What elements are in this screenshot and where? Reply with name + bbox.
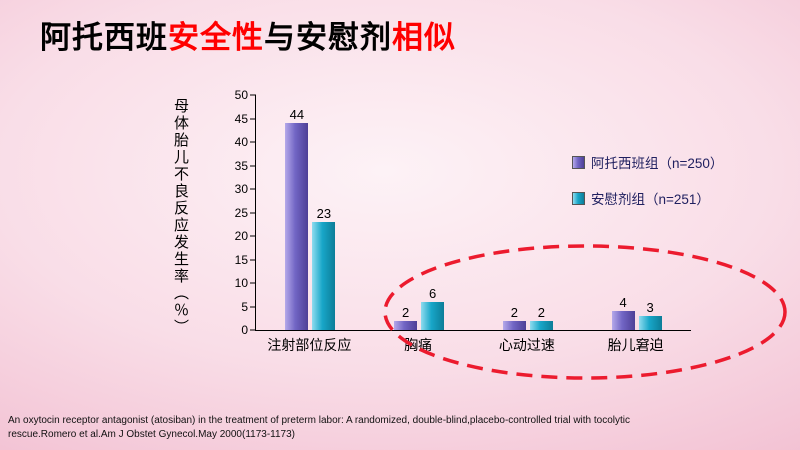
legend-swatch — [572, 191, 585, 205]
y-axis-tick-mark — [250, 329, 256, 331]
bar — [611, 311, 635, 330]
y-axis-tick-label: 25 — [234, 205, 248, 220]
y-axis-tick-label: 0 — [241, 323, 248, 337]
bar-groups: 44 23 2 6 2 2 4 3 — [256, 95, 691, 330]
bar-value-label: 3 — [646, 299, 654, 315]
y-axis-tick-mark — [250, 94, 256, 96]
bar-wrapper: 23 — [312, 95, 336, 330]
x-axis-category-label: 注射部位反应 — [267, 337, 352, 353]
y-axis-tick-label: 50 — [234, 88, 248, 102]
y-axis-tick-label: 10 — [234, 276, 248, 290]
bar-value-label: 44 — [289, 107, 305, 123]
bar-value-label: 4 — [619, 295, 627, 311]
bar-wrapper: 6 — [421, 95, 445, 330]
bar-wrapper: 44 — [285, 95, 309, 330]
y-axis-tick-label: 45 — [234, 111, 248, 126]
y-axis-tick-mark — [250, 282, 256, 284]
bar — [638, 315, 662, 330]
citation-line: An oxytocin receptor antagonist (atosiba… — [8, 415, 631, 426]
y-axis-tick-mark — [250, 235, 256, 237]
x-axis-category-labels: 注射部位反应 胸痛 心动过速 胎儿窘迫 — [255, 335, 690, 355]
y-axis-title: 母体胎儿不良反应发生率（％） — [172, 98, 189, 336]
bar-value-label: 6 — [429, 285, 437, 301]
y-axis-tick-mark — [250, 259, 256, 260]
title-segment: 阿托西班 — [40, 20, 168, 55]
y-axis-tick-labels: 0 5 10 15 20 25 30 35 40 45 50 — [204, 89, 248, 336]
bar-value-label: 2 — [402, 304, 410, 320]
bar-wrapper: 2 — [502, 95, 526, 330]
citation: An oxytocin receptor antagonist (atosiba… — [8, 414, 794, 441]
bar — [421, 301, 445, 330]
bar-value-label: 2 — [510, 304, 518, 320]
legend-swatch — [572, 155, 585, 169]
x-axis-category-label: 胎儿窘迫 — [607, 337, 664, 353]
chart-legend: 阿托西班组（n=250） 安慰剂组（n=251） — [572, 152, 723, 208]
y-axis-tick-mark — [250, 165, 256, 166]
y-axis-tick-mark — [250, 306, 256, 307]
title-segment: 安全性 — [168, 20, 264, 55]
bar — [502, 320, 526, 330]
y-axis-tick-label: 35 — [234, 158, 248, 173]
y-axis-tick-mark — [250, 118, 256, 119]
bar-group: 44 23 — [285, 95, 336, 330]
bar-value-label: 2 — [537, 304, 545, 320]
y-axis-tick-mark — [250, 188, 256, 190]
bar-wrapper: 2 — [394, 95, 418, 330]
bar — [529, 320, 553, 330]
legend-label: 阿托西班组（n=250） — [591, 156, 724, 171]
slide-title: 阿托西班安全性与安慰剂相似 — [40, 12, 456, 57]
bar — [312, 221, 336, 330]
y-axis-tick-label: 15 — [234, 252, 248, 267]
legend-label: 安慰剂组（n=251） — [591, 192, 710, 207]
bar-wrapper: 4 — [611, 95, 635, 330]
citation-line: rescue.Romero et al.Am J Obstet Gynecol.… — [8, 428, 295, 440]
y-axis-tick-label: 20 — [234, 229, 248, 243]
y-axis-tick-mark — [250, 141, 256, 143]
bar-wrapper: 2 — [529, 95, 553, 330]
y-axis-tick-label: 5 — [241, 299, 248, 314]
title-segment: 与安慰剂 — [264, 20, 392, 55]
bar-wrapper: 3 — [638, 95, 662, 330]
y-axis-tick-mark — [250, 212, 256, 213]
title-segment: 相似 — [392, 20, 456, 55]
bar — [285, 123, 309, 330]
legend-item: 阿托西班组（n=250） — [572, 152, 723, 172]
y-axis-tick-label: 30 — [234, 182, 248, 196]
legend-item: 安慰剂组（n=251） — [572, 188, 723, 208]
y-axis-tick-label: 40 — [234, 135, 248, 149]
bar-value-label: 23 — [316, 205, 332, 221]
x-axis-category-label: 胸痛 — [404, 337, 433, 353]
plot-area: 44 23 2 6 2 2 4 3 — [250, 94, 691, 331]
bar — [394, 320, 418, 330]
x-axis-category-label: 心动过速 — [498, 337, 555, 353]
